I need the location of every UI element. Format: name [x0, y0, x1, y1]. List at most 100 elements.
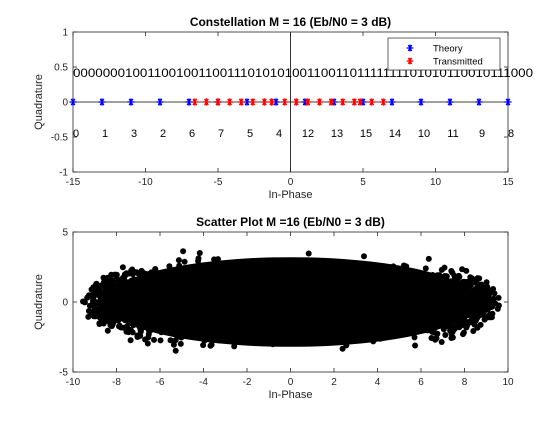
x-tick-label: 5	[360, 177, 366, 188]
scatter-point	[116, 322, 123, 329]
scatter-point	[452, 323, 458, 330]
scatter-point	[448, 335, 455, 341]
scatter-point	[361, 253, 367, 260]
y-axis-label: Quadrature	[33, 74, 45, 130]
scatter-point	[495, 294, 502, 301]
transmitted-point	[260, 98, 268, 106]
transmitted-point	[191, 98, 199, 106]
scatter-point	[211, 256, 218, 263]
scatter-point	[127, 337, 134, 344]
legend-label: Transmitted	[433, 57, 483, 68]
symbol-label: 7	[218, 128, 224, 140]
x-axis-label: In-Phase	[268, 389, 312, 401]
scatter-point	[89, 293, 96, 300]
scatter-point	[85, 313, 92, 320]
symbol-label: 15	[360, 128, 372, 140]
scatter-point	[177, 340, 184, 347]
x-tick-label: 15	[502, 177, 514, 188]
transmitted-point	[268, 98, 276, 106]
scatter-point	[476, 275, 483, 282]
y-tick-label: -0.5	[51, 133, 69, 144]
x-tick-label: 4	[375, 377, 381, 388]
y-tick-label: 0	[62, 298, 68, 309]
x-tick-label: -6	[156, 377, 165, 388]
x-tick-label: 2	[331, 377, 337, 388]
transmitted-point	[202, 98, 210, 106]
scatter-point	[123, 270, 130, 277]
scatter-point	[448, 268, 455, 274]
x-tick-label: -2	[243, 377, 252, 388]
scatter-point	[463, 267, 470, 274]
scatter-point	[438, 339, 445, 345]
x-tick-label: 8	[462, 377, 468, 388]
theory-point	[185, 98, 193, 106]
transmitted-point	[315, 98, 324, 106]
transmitted-point	[350, 98, 358, 106]
x-tick-label: -10	[66, 377, 81, 388]
scatter-point	[170, 341, 177, 348]
scatter-point	[428, 335, 435, 341]
scatter-point	[486, 314, 493, 321]
scatter-point	[438, 266, 445, 273]
scatter-point	[483, 279, 490, 286]
scatter-point	[180, 248, 187, 255]
transmitted-point	[249, 98, 257, 106]
scatter-point	[466, 281, 473, 288]
transmitted-point	[281, 98, 289, 106]
scatter-point	[484, 283, 491, 290]
scatter-point	[431, 329, 438, 336]
legend-marker	[406, 57, 414, 65]
x-tick-label: -15	[66, 177, 81, 188]
scatter-point	[425, 255, 432, 262]
y-tick-label: 0.5	[54, 63, 68, 74]
scatter-point	[175, 257, 182, 264]
symbol-label: 4	[276, 128, 282, 140]
scatter-point	[88, 286, 95, 293]
y-tick-label: 0	[62, 98, 68, 109]
scatter-point	[113, 271, 120, 278]
scatter-point	[464, 322, 471, 329]
scatter-point	[485, 293, 492, 300]
x-tick-label: 0	[288, 177, 294, 188]
scatter-point	[109, 321, 116, 328]
scatter-point	[107, 278, 114, 284]
x-axis-label: In-Phase	[268, 189, 312, 201]
scatter-point	[433, 335, 440, 342]
symbol-label: 13	[331, 128, 343, 140]
legend-marker	[406, 44, 414, 52]
scatter-point	[412, 342, 419, 349]
y-axis-label: Quadrature	[33, 274, 45, 330]
transmitted-point	[327, 98, 335, 106]
theory-point	[156, 98, 164, 106]
scatter-point	[207, 342, 214, 349]
scatter-point	[477, 310, 484, 317]
scatter-point	[133, 269, 140, 276]
theory-point	[417, 98, 425, 106]
x-tick-label: -4	[199, 377, 208, 388]
scatter-point	[172, 347, 179, 354]
scatter-point	[100, 320, 107, 327]
chart-title: Scatter Plot M =16 (Eb/N0 = 3 dB)	[196, 215, 385, 229]
x-tick-label: 6	[418, 377, 424, 388]
symbol-label: 12	[302, 128, 314, 140]
theory-point	[98, 98, 106, 106]
theory-point	[272, 98, 280, 106]
scatter-point	[90, 307, 97, 314]
symbol-label: 10	[418, 128, 430, 140]
y-tick-label: -5	[59, 368, 68, 379]
scatter-point	[118, 277, 125, 284]
theory-point	[69, 98, 77, 106]
scatter-point	[200, 342, 207, 349]
scatter-point	[474, 324, 481, 331]
symbol-label: 0	[73, 128, 79, 140]
scatter-point	[482, 298, 489, 305]
scatter-point	[157, 337, 164, 344]
symbol-label: 2	[160, 128, 166, 140]
scatter-point	[145, 334, 152, 341]
legend-box	[387, 37, 501, 71]
transmitted-point	[304, 98, 312, 106]
y-tick-label: -1	[59, 168, 68, 179]
scatter-point	[470, 328, 477, 334]
